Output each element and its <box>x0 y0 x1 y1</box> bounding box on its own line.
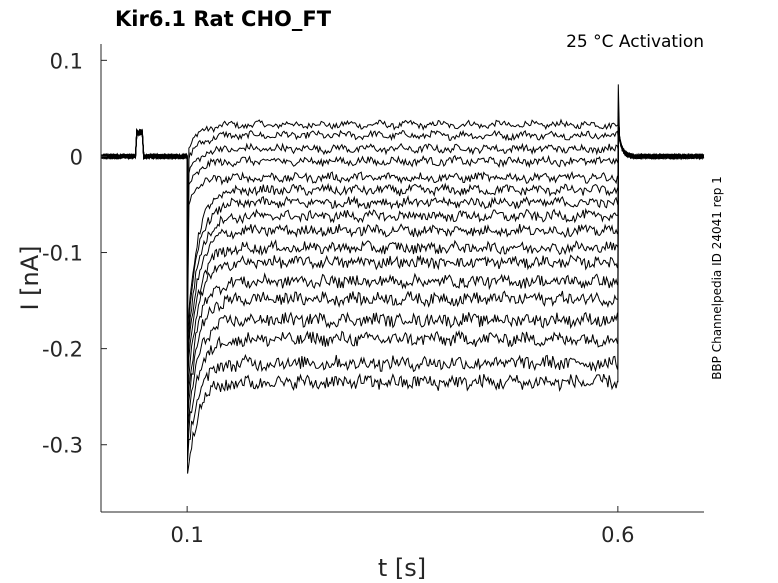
current-trace <box>100 113 705 448</box>
current-trace <box>100 113 704 281</box>
y-ticks: 0.1 0 -0.1 -0.2 -0.3 <box>42 49 107 458</box>
current-trace <box>100 113 705 423</box>
current-trace <box>100 113 705 461</box>
chart-title: Kir6.1 Rat CHO_FT <box>115 7 332 31</box>
current-trace <box>100 113 704 410</box>
current-trace <box>100 113 705 384</box>
current-trace <box>101 113 705 320</box>
plot-area: 0.1 0 -0.1 -0.2 -0.3 0.1 0.6 <box>42 44 705 547</box>
current-trace <box>100 113 705 474</box>
current-trace <box>100 113 704 435</box>
x-axis-label: t [s] <box>378 554 426 582</box>
current-trace <box>100 113 704 345</box>
x-tick-label: 0.6 <box>601 523 634 547</box>
y-tick-label: 0.1 <box>50 49 83 73</box>
side-label: BBP Channelpedia ID 24041 rep 1 <box>710 176 724 380</box>
y-tick-label: -0.1 <box>42 242 83 266</box>
current-trace <box>100 84 705 268</box>
y-tick-label: -0.2 <box>42 338 83 362</box>
current-trace <box>100 113 705 294</box>
y-tick-label: 0 <box>70 145 83 169</box>
chart-annotation: 25 °C Activation <box>566 32 704 52</box>
current-traces <box>100 84 705 474</box>
x-ticks: 0.1 0.6 <box>170 506 635 547</box>
y-tick-label: -0.3 <box>42 434 83 458</box>
y-axis-label: I [nA] <box>16 245 44 310</box>
current-trace <box>100 113 705 332</box>
current-trace <box>100 113 705 397</box>
current-trace <box>100 113 705 371</box>
x-tick-label: 0.1 <box>170 523 203 547</box>
current-trace <box>100 113 705 358</box>
axes <box>100 44 704 513</box>
current-trace <box>100 113 705 307</box>
